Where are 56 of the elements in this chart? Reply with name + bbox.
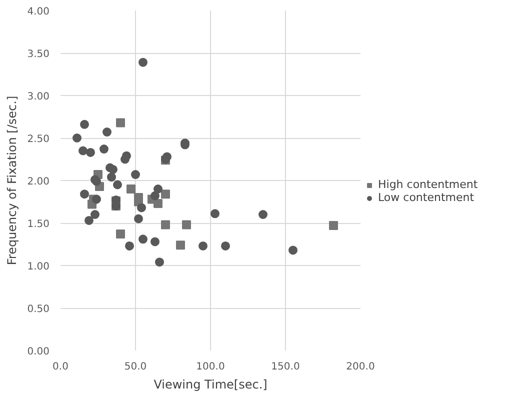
point xyxy=(138,58,148,67)
y-tick-label: 0.50 xyxy=(27,304,50,315)
point xyxy=(108,164,118,174)
point xyxy=(72,134,82,142)
point xyxy=(155,258,164,267)
point xyxy=(138,234,148,244)
point xyxy=(182,220,191,230)
point xyxy=(258,210,268,219)
y-tick-label: 0.00 xyxy=(27,346,50,358)
point xyxy=(329,221,338,230)
point xyxy=(80,120,89,129)
point xyxy=(221,241,230,250)
point xyxy=(150,191,160,200)
point xyxy=(150,237,160,246)
point xyxy=(80,190,89,199)
y-tick-label: 1.50 xyxy=(27,219,50,230)
legend-label: High contentment xyxy=(378,178,478,191)
point xyxy=(161,220,170,230)
point xyxy=(102,128,112,137)
point xyxy=(86,148,95,157)
point xyxy=(210,209,220,218)
x-tick-label: 150.0 xyxy=(271,362,300,372)
x-tick-label: 0.0 xyxy=(52,362,68,372)
point xyxy=(90,210,100,219)
x-axis-title: Viewing Time[sec.] xyxy=(154,378,268,392)
point xyxy=(131,170,140,180)
point xyxy=(154,198,162,208)
y-tick-label: 3.50 xyxy=(27,49,50,60)
y-tick-label: 3.00 xyxy=(27,92,50,102)
point xyxy=(198,241,208,250)
point xyxy=(84,216,94,225)
point xyxy=(116,230,125,239)
point xyxy=(125,241,134,250)
point xyxy=(288,246,298,255)
point xyxy=(161,190,170,199)
point xyxy=(137,203,146,212)
point xyxy=(113,180,122,190)
point xyxy=(92,194,101,204)
point xyxy=(116,118,125,128)
y-axis-title: Frequency of Fixation [/sec.] xyxy=(5,96,20,266)
point xyxy=(100,144,108,154)
x-tick-label: 100.0 xyxy=(196,362,225,372)
y-tick-label: 2.00 xyxy=(27,176,50,188)
y-tick-label: 1.00 xyxy=(27,262,50,272)
point xyxy=(126,184,136,194)
y-tick-label: 4.00 xyxy=(27,6,50,18)
point xyxy=(134,214,143,224)
point xyxy=(176,240,185,250)
point xyxy=(122,151,131,160)
legend-label: Low contentment xyxy=(378,191,474,204)
y-tick-label: 2.50 xyxy=(27,134,50,145)
x-tick-label: 50.0 xyxy=(124,362,147,372)
x-tick-label: 200.0 xyxy=(346,362,375,372)
point xyxy=(107,172,116,182)
point xyxy=(154,184,162,194)
point xyxy=(78,146,88,156)
